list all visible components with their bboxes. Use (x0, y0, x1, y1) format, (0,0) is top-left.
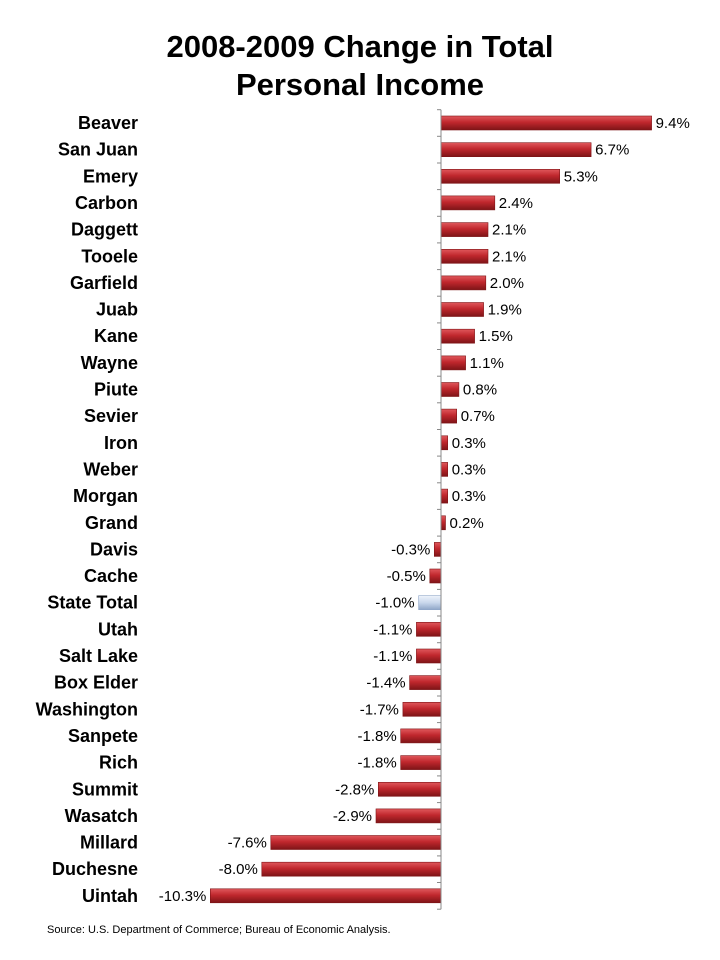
category-label-sanpete: Sanpete (68, 726, 138, 746)
value-label-davis: -0.3% (391, 541, 430, 558)
bar-san-juan (440, 142, 592, 157)
category-label-tooele: Tooele (81, 246, 138, 266)
value-label-garfield: 2.0% (490, 275, 524, 292)
value-label-emery: 5.3% (564, 168, 598, 185)
category-label-emery: Emery (83, 166, 138, 186)
category-label-box-elder: Box Elder (54, 673, 138, 693)
bar-salt-lake (416, 648, 442, 664)
category-label-wasatch: Wasatch (65, 806, 138, 826)
category-label-rich: Rich (99, 753, 138, 773)
value-label-juab: 1.9% (488, 302, 522, 319)
category-label-beaver: Beaver (78, 113, 138, 133)
value-label-duchesne: -8.0% (219, 861, 258, 878)
category-label-duchesne: Duchesne (52, 859, 138, 879)
category-label-juab: Juab (96, 300, 138, 320)
value-label-daggett: 2.1% (492, 222, 526, 239)
chart-title: 2008-2009 Change in Total Personal Incom… (0, 28, 720, 104)
category-label-salt-lake: Salt Lake (59, 646, 138, 666)
category-label-grand: Grand (85, 513, 138, 533)
bar-washington (402, 701, 442, 717)
category-label-summit: Summit (72, 779, 138, 799)
bar-emery (440, 169, 560, 184)
category-label-san-juan: San Juan (58, 140, 138, 160)
bar-carbon (440, 195, 496, 211)
value-label-sevier: 0.7% (461, 408, 495, 425)
value-label-washington: -1.7% (360, 701, 399, 718)
category-label-morgan: Morgan (73, 486, 138, 506)
category-label-utah: Utah (98, 619, 138, 639)
value-label-uintah: -10.3% (159, 888, 207, 905)
category-label-daggett: Daggett (71, 220, 138, 240)
bar-state-total (418, 595, 442, 611)
value-label-piute: 0.8% (463, 382, 497, 399)
category-label-carbon: Carbon (75, 193, 138, 213)
bar-sanpete (400, 728, 442, 744)
bar-davis (433, 542, 442, 557)
category-label-wayne: Wayne (81, 353, 138, 373)
bar-sevier (440, 408, 457, 424)
bar-utah (416, 621, 442, 637)
category-label-iron: Iron (104, 433, 138, 453)
bar-rich (400, 755, 442, 770)
bar-weber (440, 462, 448, 477)
value-label-box-elder: -1.4% (366, 675, 405, 692)
value-label-wasatch: -2.9% (333, 808, 372, 825)
value-label-weber: 0.3% (452, 461, 486, 478)
category-label-washington: Washington (36, 699, 138, 719)
source-note: Source: U.S. Department of Commerce; Bur… (47, 924, 391, 936)
value-label-kane: 1.5% (479, 328, 513, 345)
bar-uintah (210, 888, 442, 904)
bars-layer (210, 115, 652, 904)
value-label-cache: -0.5% (387, 568, 426, 585)
category-label-uintah: Uintah (82, 886, 138, 906)
value-label-utah: -1.1% (373, 621, 412, 638)
bar-grand (440, 515, 446, 531)
value-label-salt-lake: -1.1% (373, 648, 412, 665)
value-label-tooele: 2.1% (492, 248, 526, 265)
category-label-kane: Kane (94, 326, 138, 346)
category-label-piute: Piute (94, 380, 138, 400)
bar-daggett (440, 222, 489, 237)
bar-piute (440, 382, 460, 397)
value-label-millard: -7.6% (228, 835, 267, 852)
value-label-grand: 0.2% (450, 515, 484, 532)
bar-beaver (440, 115, 652, 131)
labels-layer: Beaver 9.4% San Juan 6.7% Emery 5.3% Carbon 2.4… (36, 109, 690, 910)
chart-title-line-2: Personal Income (235, 67, 485, 102)
bar-box-elder (409, 675, 442, 690)
bar-millard (270, 835, 442, 850)
category-label-state-total: State Total (47, 593, 138, 613)
value-label-state-total: -1.0% (375, 595, 414, 612)
value-label-carbon: 2.4% (499, 195, 533, 212)
bar-wasatch (375, 808, 442, 824)
value-label-sanpete: -1.8% (358, 728, 397, 745)
bar-garfield (440, 275, 487, 291)
bar-tooele (440, 249, 489, 264)
value-label-summit: -2.8% (335, 781, 374, 798)
value-label-wayne: 1.1% (470, 355, 504, 372)
value-label-rich: -1.8% (358, 755, 397, 772)
bar-cache (429, 568, 442, 584)
value-label-san-juan: 6.7% (595, 142, 629, 159)
bar-juab (440, 302, 484, 317)
value-label-morgan: 0.3% (452, 488, 486, 505)
value-label-beaver: 9.4% (656, 115, 690, 132)
category-label-weber: Weber (83, 459, 138, 479)
category-label-millard: Millard (80, 833, 138, 853)
bar-kane (440, 328, 475, 344)
value-label-iron: 0.3% (452, 435, 486, 452)
bar-wayne (440, 355, 466, 371)
bar-duchesne (261, 861, 442, 877)
chart-title-line-1: 2008-2009 Change in Total (166, 29, 554, 64)
bar-iron (440, 435, 448, 451)
bar-summit (377, 781, 442, 797)
category-label-garfield: Garfield (70, 273, 138, 293)
category-label-cache: Cache (84, 566, 138, 586)
category-label-sevier: Sevier (84, 406, 138, 426)
bar-morgan (440, 488, 448, 504)
category-label-davis: Davis (90, 539, 138, 559)
